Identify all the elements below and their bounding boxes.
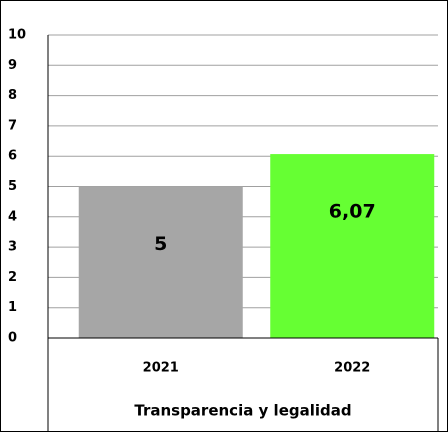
y-tick-label: 10 [8, 28, 26, 43]
x-tick-label: 2021 [143, 361, 179, 376]
y-tick-label: 8 [8, 88, 17, 103]
y-tick-label: 2 [8, 270, 17, 285]
bar [270, 154, 435, 338]
y-tick-label: 5 [8, 179, 17, 194]
y-tick-label: 6 [8, 149, 17, 164]
x-tick-label: 2022 [334, 361, 370, 376]
x-axis-title: Transparencia y legalidad [134, 402, 351, 420]
y-tick-label: 1 [8, 300, 17, 315]
data-label: 5 [154, 233, 167, 255]
y-tick-label: 4 [8, 209, 17, 224]
bar [78, 186, 243, 338]
y-tick-label: 0 [8, 331, 17, 346]
y-tick-label: 9 [8, 58, 17, 73]
y-tick-label: 7 [8, 118, 17, 133]
data-label: 6,07 [329, 201, 376, 223]
y-tick-label: 3 [8, 240, 17, 255]
